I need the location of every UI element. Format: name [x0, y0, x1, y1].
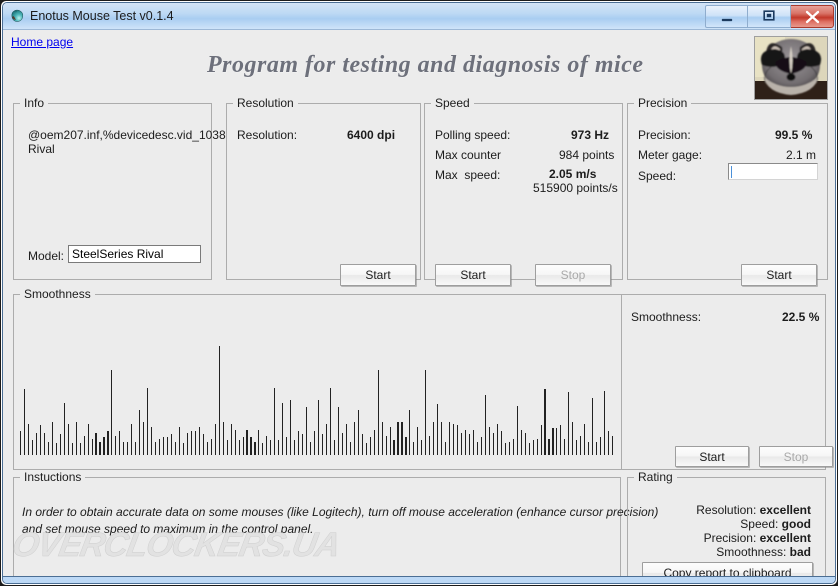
- svg-text:OVERCLOCKERS.UA: OVERCLOCKERS.UA: [10, 526, 343, 564]
